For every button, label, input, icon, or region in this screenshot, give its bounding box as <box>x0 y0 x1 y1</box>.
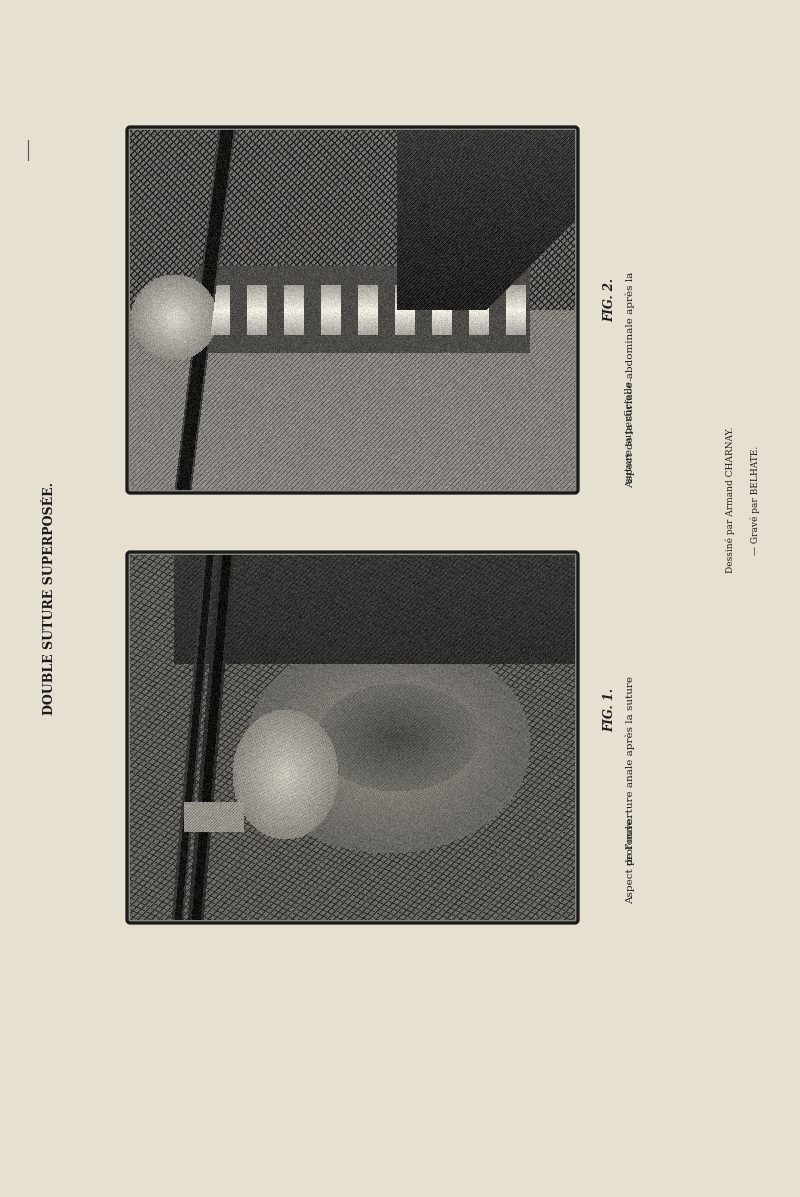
Text: suture superficielle.: suture superficielle. <box>626 377 634 482</box>
Text: FIG. 1.: FIG. 1. <box>603 688 617 733</box>
FancyBboxPatch shape <box>127 127 578 493</box>
Text: FIG. 2.: FIG. 2. <box>603 278 617 322</box>
Text: Dessiné par Armand CHARNAY.: Dessiné par Armand CHARNAY. <box>726 427 734 573</box>
Text: profonde.: profonde. <box>626 815 634 865</box>
Text: Aspect de la surface abdominale après la: Aspect de la surface abdominale après la <box>626 272 634 488</box>
Text: — Gravé par BELHATE.: — Gravé par BELHATE. <box>750 445 760 554</box>
FancyBboxPatch shape <box>127 552 578 923</box>
Text: DOUBLE SUTURE SUPERPOSÉE.: DOUBLE SUTURE SUPERPOSÉE. <box>43 482 57 715</box>
Text: Aspect de l’ouverture anale après la suture: Aspect de l’ouverture anale après la sut… <box>626 676 634 904</box>
